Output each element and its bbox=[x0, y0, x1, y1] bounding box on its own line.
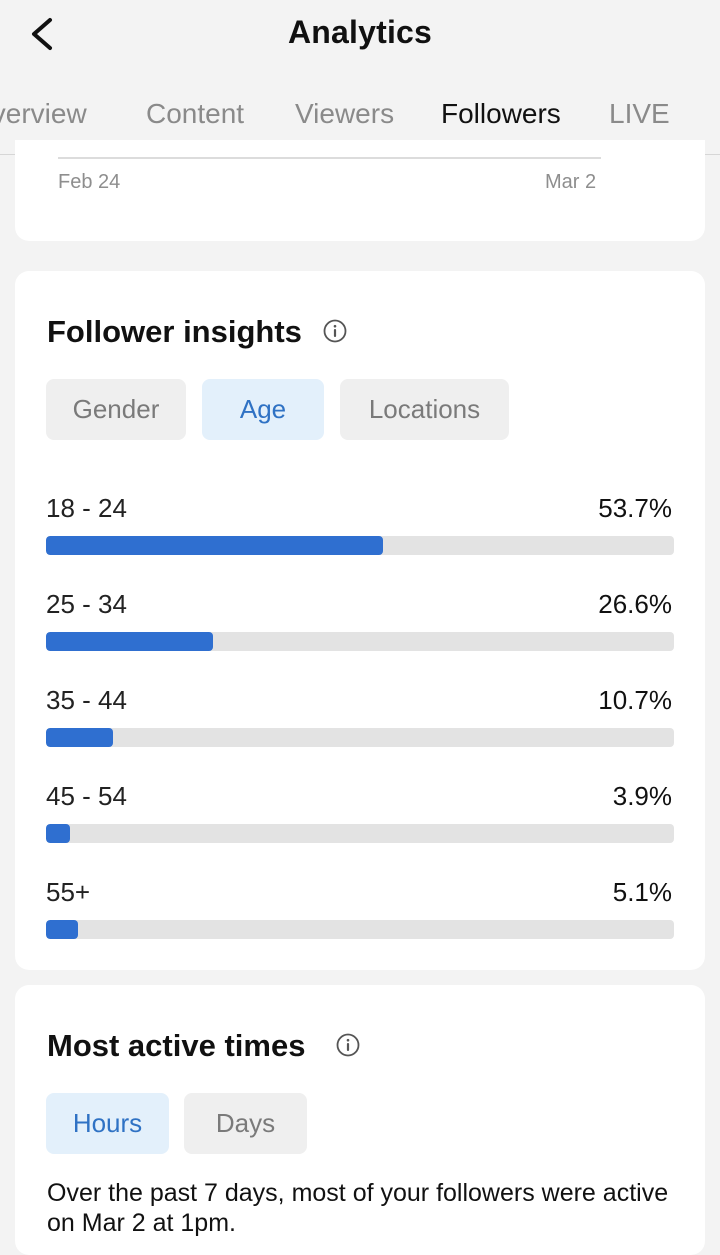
chart-axis-line bbox=[58, 157, 601, 159]
active-times-summary: Over the past 7 days, most of your follo… bbox=[47, 1179, 669, 1237]
info-icon[interactable] bbox=[323, 319, 347, 343]
tab-viewers[interactable]: Viewers bbox=[295, 98, 395, 129]
filter-locations[interactable]: Locations bbox=[340, 379, 509, 440]
filter-hours[interactable]: Hours bbox=[46, 1093, 169, 1154]
age-bar-fill bbox=[46, 728, 114, 747]
age-row-label: 45 - 54 bbox=[46, 781, 127, 811]
tab-overview[interactable]: Overview bbox=[0, 98, 87, 129]
most-active-times-title: Most active times bbox=[47, 1028, 306, 1063]
age-bar-track bbox=[46, 824, 674, 843]
age-bar-fill bbox=[46, 824, 71, 843]
follower-insights-card: Follower insights Gender Age Locations 1… bbox=[15, 271, 705, 970]
filter-age[interactable]: Age bbox=[202, 379, 324, 440]
filter-days[interactable]: Days bbox=[184, 1093, 307, 1154]
followers-chart-card: Feb 24 Mar 2 bbox=[15, 140, 705, 241]
age-row-percent: 3.9% bbox=[612, 781, 672, 811]
age-row-label: 25 - 34 bbox=[46, 589, 127, 619]
age-bar-track bbox=[46, 728, 674, 747]
page-title: Analytics bbox=[287, 14, 433, 50]
axis-label-start: Feb 24 bbox=[58, 171, 121, 193]
age-row-percent: 5.1% bbox=[612, 877, 672, 907]
age-row-label: 18 - 24 bbox=[46, 493, 127, 523]
back-button[interactable] bbox=[22, 10, 62, 58]
tab-followers[interactable]: Followers bbox=[441, 98, 561, 129]
chevron-left-icon bbox=[32, 18, 52, 50]
tab-content[interactable]: Content bbox=[146, 98, 245, 129]
axis-label-end: Mar 2 bbox=[545, 171, 597, 193]
age-bar-track bbox=[46, 632, 674, 651]
age-bar-track bbox=[46, 920, 674, 939]
age-bar-fill bbox=[46, 920, 79, 939]
follower-insights-title: Follower insights bbox=[47, 314, 302, 349]
age-bar-track bbox=[46, 536, 674, 555]
tab-live[interactable]: LIVE bbox=[609, 98, 670, 129]
age-bar-fill bbox=[46, 632, 214, 651]
age-row-percent: 26.6% bbox=[598, 589, 672, 619]
age-row-label: 35 - 44 bbox=[46, 685, 127, 715]
tab-bar: Overview Content Viewers Followers LIVE bbox=[0, 72, 720, 155]
info-icon[interactable] bbox=[336, 1033, 360, 1057]
age-row-label: 55+ bbox=[46, 877, 91, 907]
filter-gender[interactable]: Gender bbox=[46, 379, 186, 440]
age-row-percent: 10.7% bbox=[598, 685, 672, 715]
top-bar: Analytics bbox=[0, 0, 720, 72]
age-row-percent: 53.7% bbox=[598, 493, 672, 523]
most-active-times-card: Most active times Hours Days Over the pa… bbox=[15, 985, 705, 1255]
age-bar-fill bbox=[46, 536, 384, 555]
